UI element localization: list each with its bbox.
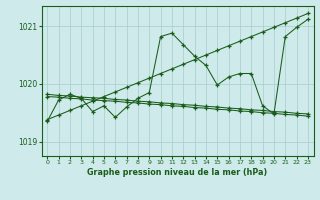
X-axis label: Graphe pression niveau de la mer (hPa): Graphe pression niveau de la mer (hPa) xyxy=(87,168,268,177)
